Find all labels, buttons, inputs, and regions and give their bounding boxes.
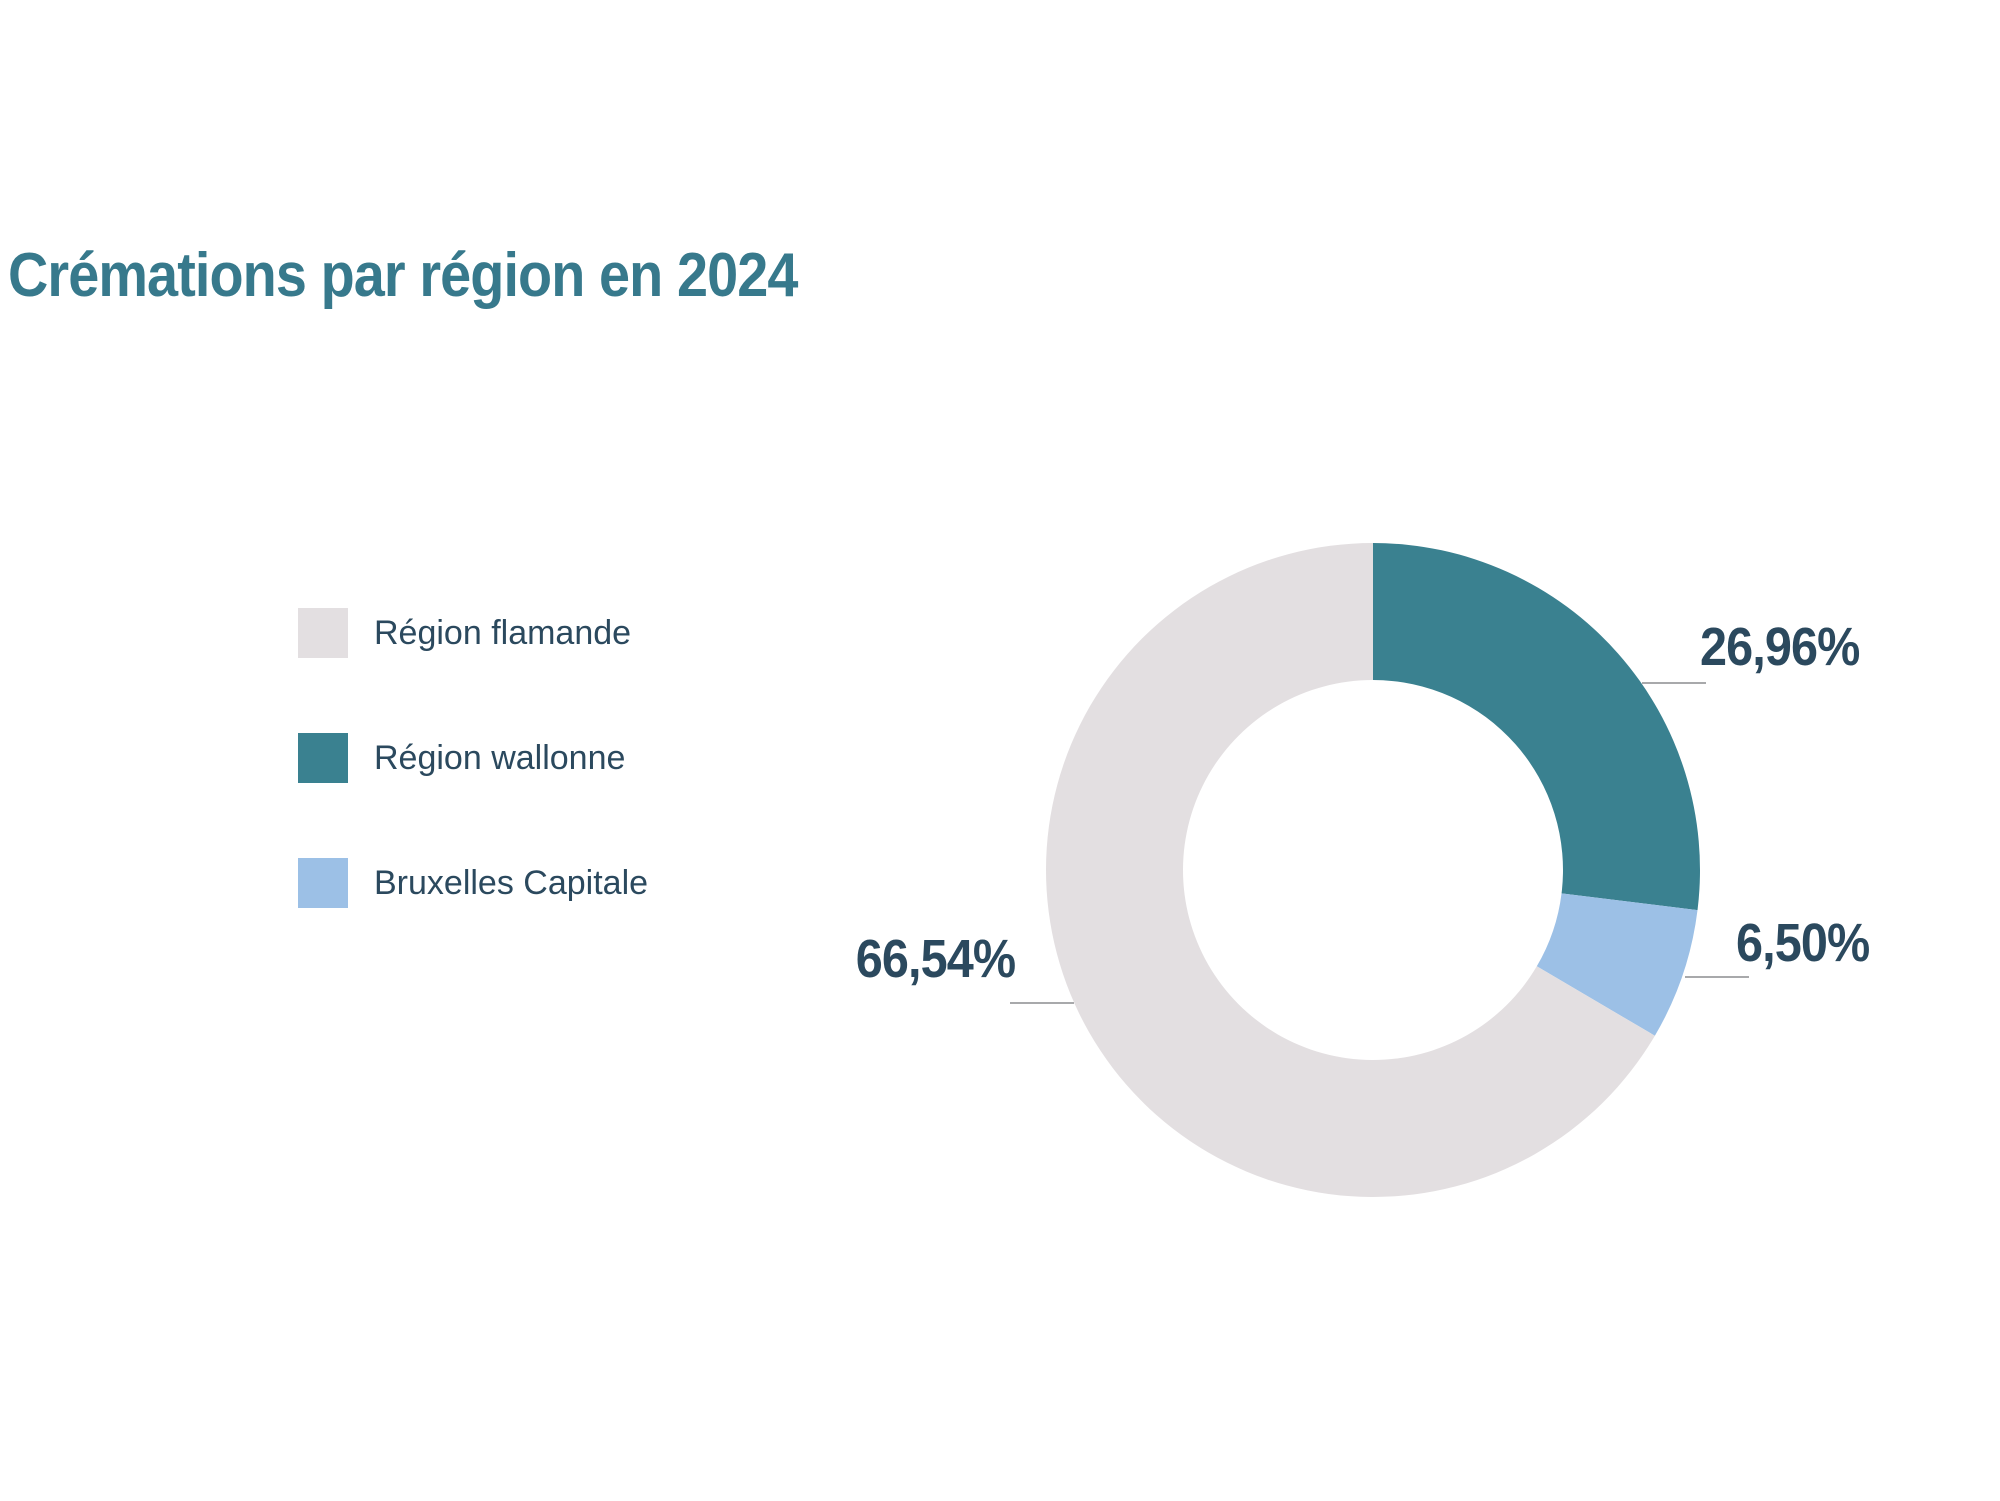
- legend: Région flamande Région wallonne Bruxelle…: [298, 608, 648, 908]
- legend-swatch-region-flamande: [298, 608, 348, 658]
- chart-title: Crémations par région en 2024: [8, 241, 798, 310]
- legend-item-region-flamande: Région flamande: [298, 608, 648, 658]
- leader-line-bruxelles-capitale: [1685, 976, 1749, 978]
- slice-value-label-region-wallonne: 26,96%: [1700, 617, 1860, 677]
- legend-label-region-flamande: Région flamande: [374, 613, 632, 652]
- donut-slice-bruxelles-capitale: [1536, 893, 1698, 1036]
- slice-value-label-region-flamande: 66,54%: [855, 929, 1016, 989]
- legend-swatch-region-wallonne: [298, 733, 348, 783]
- donut-slice-r-gion-flamande: [1046, 543, 1655, 1197]
- slice-value-label-bruxelles-capitale: 6,50%: [1736, 913, 1870, 973]
- legend-label-bruxelles-capitale: Bruxelles Capitale: [374, 863, 649, 902]
- donut-chart: [1046, 543, 1700, 1197]
- legend-swatch-bruxelles-capitale: [298, 858, 348, 908]
- leader-line-region-wallonne: [1642, 682, 1706, 684]
- legend-item-region-wallonne: Région wallonne: [298, 733, 648, 783]
- legend-label-region-wallonne: Région wallonne: [374, 738, 626, 777]
- donut-slice-r-gion-wallonne: [1373, 543, 1700, 911]
- leader-line-region-flamande: [1010, 1002, 1074, 1004]
- legend-item-bruxelles-capitale: Bruxelles Capitale: [298, 858, 648, 908]
